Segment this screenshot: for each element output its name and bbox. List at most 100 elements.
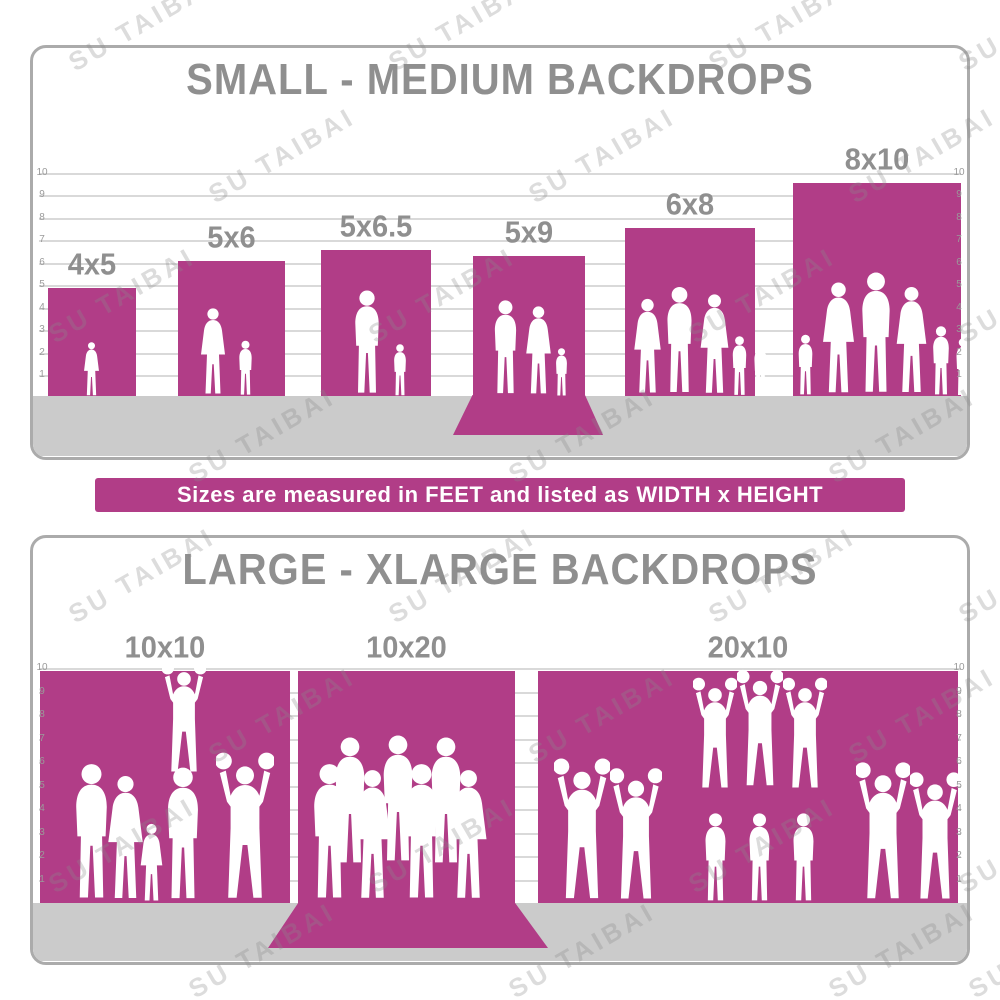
ruler-tick-label: 6 <box>39 756 45 768</box>
backdrop-size-label: 20x10 <box>707 631 789 665</box>
ruler-tick-label: 5 <box>956 779 962 791</box>
ruler-tick-label: 8 <box>39 709 45 721</box>
ruler-tick-label: 9 <box>956 189 962 201</box>
person-silhouette <box>76 764 107 898</box>
person-silhouette <box>737 669 783 786</box>
person-silhouette <box>140 823 163 901</box>
ruler-tick-label: 2 <box>956 850 962 862</box>
ruler-tick-label: 3 <box>956 324 962 336</box>
backdrop-4x5: 4x5 <box>48 248 136 396</box>
ruler-tick-label: 8 <box>956 709 962 721</box>
backdrop-size-label: 5x6.5 <box>339 210 413 244</box>
person-silhouette <box>856 762 910 899</box>
person-silhouette <box>394 344 406 396</box>
person-silhouette <box>933 326 949 395</box>
ruler-tick-label: 10 <box>953 662 965 673</box>
backdrop-size-label: 4x5 <box>67 248 117 282</box>
person-silhouette <box>84 342 99 396</box>
panel-title: SMALL - MEDIUM BACKDROPS <box>186 56 814 104</box>
floor-platform <box>453 395 603 435</box>
backdrop-size-label: 5x6 <box>207 221 256 255</box>
ruler-tick-label: 9 <box>39 685 45 697</box>
ruler-tick-label: 3 <box>39 324 45 336</box>
ruler-line <box>39 195 961 198</box>
person-silhouette <box>108 776 143 899</box>
panel-title: LARGE - XLARGE BACKDROPS <box>182 546 818 594</box>
person-silhouette <box>783 677 827 788</box>
backdrop-size-label: 10x20 <box>366 631 447 665</box>
person-silhouette <box>355 290 379 393</box>
backdrop-size-label: 8x10 <box>844 143 910 177</box>
ruler-tick-label: 3 <box>39 826 45 838</box>
ruler-tick-label: 7 <box>39 732 45 744</box>
ruler-line <box>39 240 961 243</box>
ruler-tick-label: 8 <box>39 211 45 223</box>
ruler-tick-label: 3 <box>956 826 962 838</box>
ruler-tick-label: 1 <box>39 369 45 380</box>
backdrop-size-label: 10x10 <box>124 631 206 665</box>
person-silhouette <box>526 306 551 394</box>
person-silhouette <box>700 294 729 393</box>
ruler-tick-label: 2 <box>39 346 45 358</box>
ruler-tick-label: 5 <box>39 779 45 791</box>
person-silhouette <box>168 767 198 899</box>
backdrop-size-label: 6x8 <box>665 188 715 222</box>
silhouettes-family-large <box>798 272 967 395</box>
person-silhouette <box>162 661 206 772</box>
person-silhouette <box>667 286 692 392</box>
person-silhouette <box>793 813 814 901</box>
backdrop-6x8: 6x8 <box>625 188 767 396</box>
silhouettes-group <box>634 286 767 396</box>
person-silhouette <box>749 813 770 901</box>
ruler-tick-label: 7 <box>39 234 45 246</box>
silhouettes-child <box>84 342 99 396</box>
ruler-tick-label: 1 <box>956 369 962 380</box>
ruler-tick-label: 6 <box>956 756 962 768</box>
panel-small-medium: SMALL - MEDIUM BACKDROPS 4x5 5x6 5x6.5 <box>30 45 970 460</box>
silhouettes-team <box>314 735 487 898</box>
ruler-tick-label: 10 <box>36 662 48 673</box>
backdrop-20x10: 20x10 <box>538 631 960 903</box>
ruler-tick-label: 6 <box>956 256 962 268</box>
person-silhouette <box>556 348 567 396</box>
person-silhouette <box>239 340 252 395</box>
ruler-tick-label: 1 <box>39 874 45 885</box>
backdrop-8x10: 8x10 <box>793 143 967 396</box>
person-silhouette <box>494 300 517 394</box>
person-silhouette <box>216 752 274 898</box>
ruler-line <box>39 668 961 670</box>
silhouettes-family <box>494 300 567 396</box>
ruler-tick-label: 4 <box>956 803 962 815</box>
ruler-tick-label: 5 <box>956 279 962 291</box>
ruler-tick-label: 9 <box>39 189 45 201</box>
ruler-tick-label: 4 <box>39 803 45 815</box>
backdrop-10x20: 10x20 <box>298 631 515 903</box>
silhouettes-mother-child <box>201 308 252 395</box>
person-silhouette <box>610 768 662 899</box>
ruler-tick-label: 10 <box>36 167 48 178</box>
ruler-tick-label: 4 <box>39 301 45 313</box>
person-silhouette <box>896 286 927 392</box>
floor-platform <box>268 902 548 948</box>
panel-large-xlarge: LARGE - XLARGE BACKDROPS 10x10 10x20 <box>30 535 970 965</box>
ruler-tick-label: 9 <box>956 685 962 697</box>
person-silhouette <box>823 282 854 393</box>
person-silhouette <box>732 336 747 395</box>
ruler-tick-label: 6 <box>39 256 45 268</box>
person-silhouette <box>693 677 737 788</box>
ruler-tick-label: 1 <box>956 874 962 885</box>
silhouettes-cheerleaders <box>554 669 960 901</box>
person-silhouette <box>554 758 610 899</box>
backdrop-5x6: 5x6 <box>178 221 285 396</box>
backdrop-size-label: 5x9 <box>504 216 554 250</box>
ruler-line <box>39 173 961 175</box>
ruler-tick-label: 7 <box>956 234 962 246</box>
ruler-tick-label: 8 <box>956 211 962 223</box>
ruler-tick-label: 4 <box>956 301 962 313</box>
ruler-tick-label: 7 <box>956 732 962 744</box>
person-silhouette <box>862 272 890 392</box>
ruler-line <box>39 217 961 220</box>
silhouettes-family-celebrating <box>76 661 274 901</box>
backdrop-5x9: 5x9 <box>473 216 585 396</box>
